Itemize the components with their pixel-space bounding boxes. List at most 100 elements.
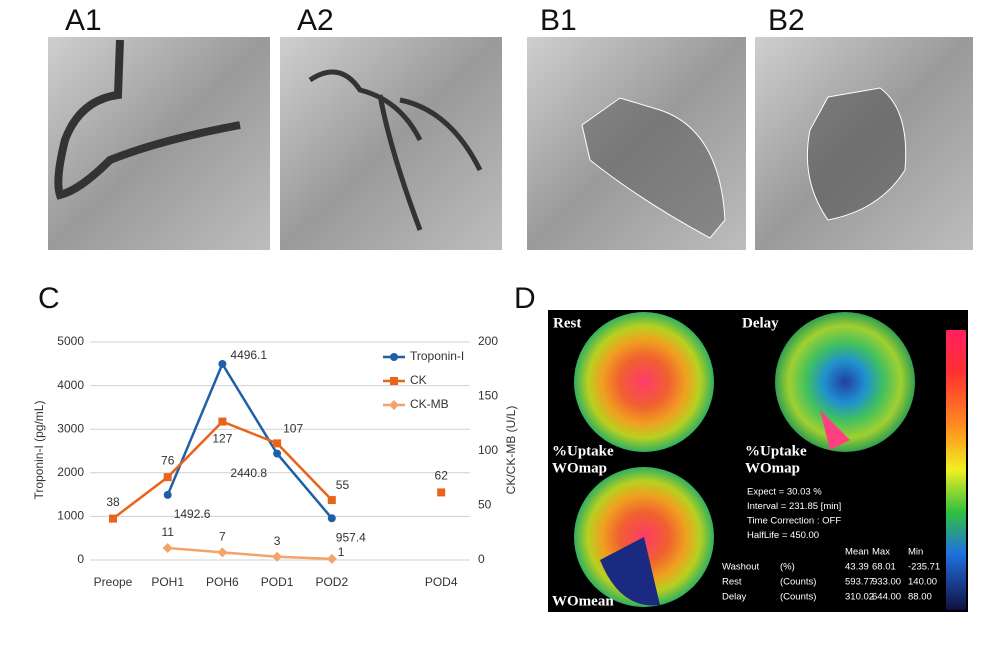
y2-tick-label: 0 bbox=[478, 552, 485, 566]
marker bbox=[163, 473, 172, 482]
table-cell: 140.00 bbox=[908, 577, 937, 588]
scan-info: Expect = 30.03 % bbox=[747, 487, 822, 498]
color-bar bbox=[946, 330, 966, 610]
marker bbox=[163, 490, 172, 499]
table-cell: 310.02 bbox=[845, 592, 874, 603]
data-label: 7 bbox=[219, 530, 226, 544]
data-label: 1 bbox=[338, 545, 345, 559]
table-cell: 43.39 bbox=[845, 562, 869, 573]
data-label: 957.4 bbox=[336, 530, 366, 544]
marker bbox=[389, 400, 399, 410]
marker bbox=[327, 514, 336, 523]
x-tick-label: POH6 bbox=[206, 575, 239, 589]
table-cell: (%) bbox=[780, 562, 795, 573]
legend-label: CK-MB bbox=[410, 397, 449, 411]
table-header: Min bbox=[908, 547, 923, 558]
table-cell: 593.77 bbox=[845, 577, 874, 588]
marker bbox=[390, 377, 398, 385]
table-cell: 644.00 bbox=[872, 592, 901, 603]
marker bbox=[273, 439, 282, 448]
scan-label: %Uptake bbox=[552, 443, 614, 459]
vessel bbox=[308, 69, 483, 231]
data-label: 11 bbox=[161, 525, 174, 539]
y-tick-label: 0 bbox=[77, 552, 84, 566]
panel-label: B1 bbox=[540, 4, 577, 37]
y2-tick-label: 50 bbox=[478, 498, 492, 512]
data-label: 2440.8 bbox=[230, 466, 267, 480]
angiograms bbox=[48, 37, 973, 250]
marker bbox=[162, 543, 173, 554]
marker bbox=[437, 488, 446, 497]
panel-label: A1 bbox=[65, 4, 102, 37]
table-cell: -235.71 bbox=[908, 562, 940, 573]
data-label: 55 bbox=[336, 478, 350, 492]
panel-label: D bbox=[514, 282, 536, 315]
panel-label: A2 bbox=[297, 4, 334, 37]
y-tick-label: 3000 bbox=[57, 421, 84, 435]
marker bbox=[273, 449, 282, 458]
data-label: 1492.6 bbox=[174, 507, 211, 521]
x-tick-label: POD2 bbox=[315, 575, 348, 589]
hot-spot bbox=[820, 410, 850, 450]
y-tick-label: 2000 bbox=[57, 465, 84, 479]
bullseye-delay bbox=[775, 312, 915, 452]
ventricle-outline bbox=[581, 97, 726, 239]
table-cell: 933.00 bbox=[872, 577, 901, 588]
table-cell: 68.01 bbox=[872, 562, 896, 573]
table-cell: Rest bbox=[722, 577, 742, 588]
ventricle-outline bbox=[806, 87, 907, 221]
y-axis-title: Troponin-I (pg/mL) bbox=[32, 401, 46, 500]
marker bbox=[217, 547, 228, 558]
scan-label: WOmap bbox=[552, 460, 607, 476]
x-tick-label: POD1 bbox=[261, 575, 294, 589]
table-cell: 88.00 bbox=[908, 592, 932, 603]
table-header: Max bbox=[872, 547, 890, 558]
data-label: 4496.1 bbox=[230, 348, 267, 362]
y2-tick-label: 200 bbox=[478, 334, 498, 348]
marker bbox=[218, 417, 227, 426]
scan-label: Delay bbox=[742, 315, 779, 331]
x-tick-label: Preope bbox=[94, 575, 133, 589]
table-cell: (Counts) bbox=[780, 577, 816, 588]
table-cell: Washout bbox=[722, 562, 759, 573]
marker bbox=[272, 551, 283, 562]
x-tick-label: POD4 bbox=[425, 575, 458, 589]
bullseye-rest bbox=[574, 312, 714, 452]
vessel bbox=[54, 39, 241, 200]
scan-label: %Uptake bbox=[745, 443, 807, 459]
data-label: 38 bbox=[106, 495, 120, 509]
scan-label: Rest bbox=[553, 315, 581, 331]
marker bbox=[218, 359, 227, 368]
scan-info: HalfLife = 450.00 bbox=[747, 530, 819, 541]
scan: Rest Delay %Uptake WOmap %Uptake WOmap W… bbox=[548, 310, 968, 612]
series-line bbox=[167, 546, 332, 561]
scan-info: Interval = 231.85 [min] bbox=[747, 501, 841, 512]
marker bbox=[390, 353, 398, 361]
y-tick-label: 4000 bbox=[57, 378, 84, 392]
scan-label: WOmap bbox=[745, 460, 800, 476]
y2-axis-title: CK/CK-MB (U/L) bbox=[504, 406, 518, 495]
defect bbox=[600, 537, 660, 606]
data-label: 3 bbox=[274, 534, 281, 548]
y2-tick-label: 100 bbox=[478, 443, 498, 457]
legend-label: CK bbox=[410, 373, 427, 387]
legend-label: Troponin-I bbox=[410, 349, 464, 363]
data-label: 76 bbox=[161, 453, 175, 467]
series-line bbox=[113, 422, 441, 519]
y-tick-label: 1000 bbox=[57, 509, 84, 523]
x-tick-label: POH1 bbox=[151, 575, 184, 589]
data-label: 107 bbox=[283, 422, 303, 436]
scan-label: WOmean bbox=[552, 593, 614, 609]
scan-info: Time Correction : OFF bbox=[747, 516, 841, 527]
data-label: 62 bbox=[435, 469, 449, 483]
table-header: Mean bbox=[845, 547, 869, 558]
marker bbox=[109, 514, 117, 523]
table-cell: (Counts) bbox=[780, 592, 816, 603]
data-label: 127 bbox=[212, 432, 232, 446]
panel-label: B2 bbox=[768, 4, 805, 37]
y2-tick-label: 150 bbox=[478, 389, 498, 403]
panel-label: C bbox=[38, 282, 60, 315]
marker bbox=[327, 496, 336, 505]
marker bbox=[326, 553, 337, 564]
